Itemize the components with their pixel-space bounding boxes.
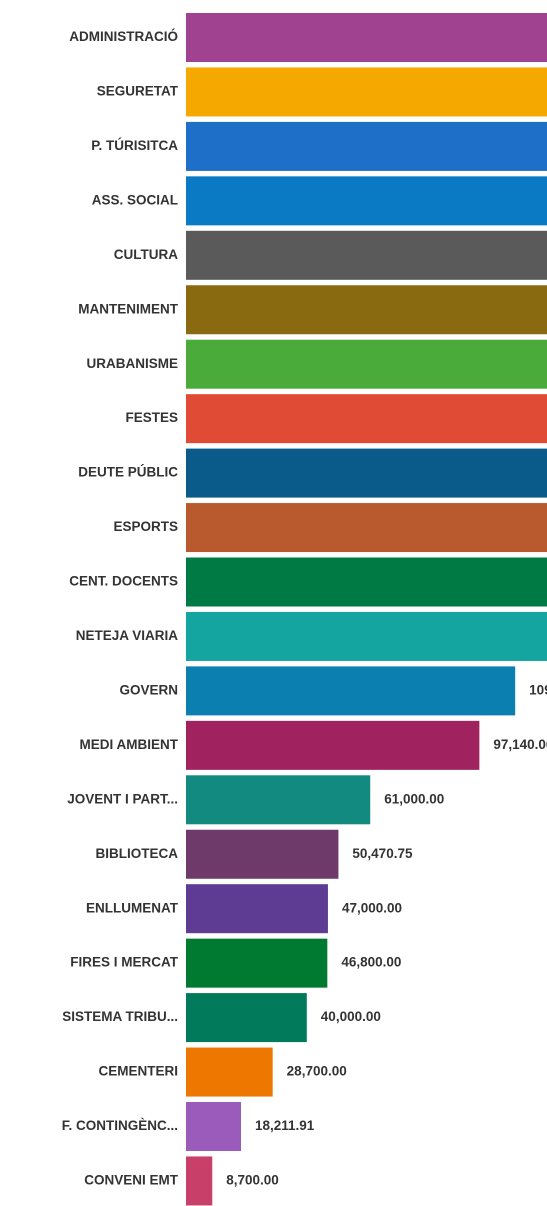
bar <box>186 993 307 1043</box>
category-label: JOVENT I PART... <box>67 791 178 806</box>
value-label: 40,000.00 <box>321 1009 381 1024</box>
value-label: 8,700.00 <box>226 1173 279 1188</box>
category-label: P. TÚRISITCA <box>91 138 178 153</box>
bar <box>186 611 547 661</box>
bar <box>186 1102 241 1151</box>
category-label: CEMENTERI <box>98 1064 178 1079</box>
category-label: ADMINISTRACIÓ <box>69 29 178 44</box>
bar <box>186 339 547 389</box>
category-label: SISTEMA TRIBU... <box>62 1009 178 1024</box>
category-label: F. CONTINGÈNC... <box>62 1118 178 1133</box>
bar <box>186 720 480 770</box>
bar <box>186 775 371 825</box>
value-label: 50,470.75 <box>352 846 413 861</box>
bar <box>186 884 328 934</box>
category-label: MANTENIMENT <box>78 301 178 316</box>
bar <box>186 230 547 280</box>
bar <box>186 67 547 117</box>
bar <box>186 938 328 988</box>
category-label: CULTURA <box>114 247 178 262</box>
value-label: 61,000.00 <box>384 791 444 806</box>
bar <box>186 176 547 226</box>
category-label: FIRES I MERCAT <box>70 955 179 970</box>
bar <box>186 448 547 498</box>
category-label: FESTES <box>125 410 178 425</box>
category-label: URABANISME <box>86 356 178 371</box>
category-label: ESPORTS <box>113 519 178 534</box>
value-label: 46,800.00 <box>341 955 401 970</box>
category-label: GOVERN <box>119 682 178 697</box>
category-label: NETEJA VIARIA <box>76 628 179 643</box>
category-label: ENLLUMENAT <box>86 900 179 915</box>
category-label: ASS. SOCIAL <box>92 192 178 207</box>
category-label: CENT. DOCENTS <box>69 574 178 589</box>
bar <box>186 1156 213 1206</box>
bar <box>186 829 339 879</box>
bar <box>186 557 547 607</box>
value-label: 47,000.00 <box>342 900 402 915</box>
value-label: 109,000.00 <box>529 682 547 697</box>
bar <box>186 394 547 444</box>
category-label: DEUTE PÚBLIC <box>78 465 178 480</box>
bar <box>186 1047 273 1097</box>
bar <box>186 666 516 716</box>
value-label: 18,211.91 <box>255 1118 315 1133</box>
value-label: 97,140.00 <box>493 737 547 752</box>
category-label: BIBLIOTECA <box>96 846 179 861</box>
bar <box>186 285 547 335</box>
bar <box>186 503 547 553</box>
bar <box>186 13 547 62</box>
bar <box>186 121 547 171</box>
value-label: 28,700.00 <box>287 1064 347 1079</box>
category-label: CONVENI EMT <box>84 1173 179 1188</box>
category-label: MEDI AMBIENT <box>80 737 179 752</box>
category-label: SEGURETAT <box>97 84 179 99</box>
